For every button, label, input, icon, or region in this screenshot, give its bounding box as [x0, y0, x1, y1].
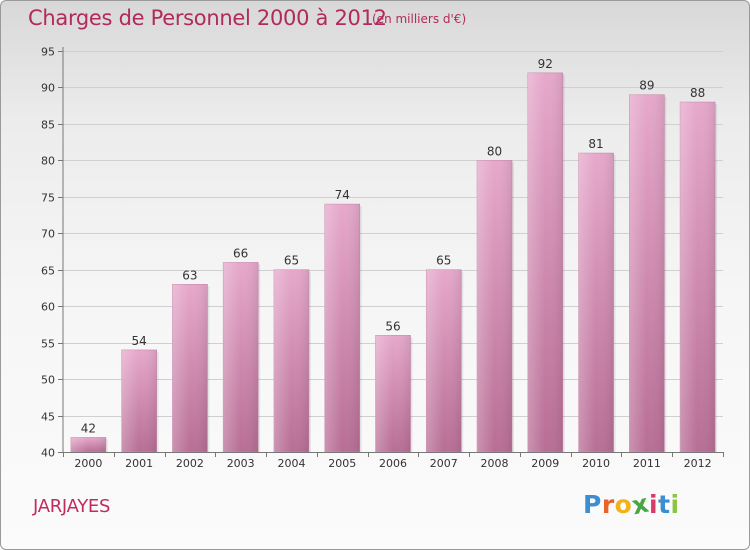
logo-letter: o: [614, 490, 633, 519]
x-tick-label: 2010: [582, 457, 610, 470]
x-tick-label: 2003: [227, 457, 255, 470]
y-axis: 40 45 50 55 60 65 70 75 80 85 90 95: [41, 46, 64, 460]
y-tick-label: 60: [41, 301, 55, 314]
bar-highlight: [273, 269, 309, 452]
bar-highlight: [70, 437, 106, 452]
y-tick-label: 50: [41, 374, 55, 387]
bars: 42 54 63 66 65 74 56 65 80 92 81 89 88: [70, 57, 718, 453]
x-tick-label: 2012: [684, 457, 712, 470]
x-tick-label: 2009: [531, 457, 559, 470]
bar-value-label: 54: [132, 334, 147, 348]
bar-value-label: 63: [182, 268, 197, 282]
y-tick-label: 70: [41, 228, 55, 241]
bar-value-label: 81: [588, 137, 603, 151]
bar-highlight: [629, 94, 665, 452]
y-tick-label: 95: [41, 46, 55, 59]
y-tick-label: 90: [41, 82, 55, 95]
bar-value-label: 42: [81, 421, 96, 435]
bar-highlight: [680, 102, 716, 452]
y-tick-label: 55: [41, 338, 55, 351]
logo-letter: t: [658, 490, 671, 519]
x-tick-label: 2011: [633, 457, 661, 470]
x-tick-label: 2000: [74, 457, 102, 470]
y-tick-label: 65: [41, 265, 55, 278]
logo-letter: i: [649, 490, 659, 519]
bar-value-label: 66: [233, 246, 248, 260]
y-tick-label: 45: [41, 411, 55, 424]
bar-value-label: 65: [284, 254, 299, 268]
bar-highlight: [375, 335, 411, 452]
x-tick-label: 2001: [125, 457, 153, 470]
bar-highlight: [578, 153, 614, 452]
city-name: JARJAYES: [33, 496, 111, 517]
bar-highlight: [527, 72, 563, 452]
logo-letter: P: [583, 490, 602, 519]
x-axis: 2000 2001 2002 2003 2004 2005 2006 2007 2008 2009…: [63, 452, 724, 470]
logo-letter: r: [601, 490, 615, 519]
logo-letter: i: [670, 490, 680, 519]
bar-value-label: 65: [436, 254, 451, 268]
x-tick-label: 2002: [176, 457, 204, 470]
proxiti-logo[interactable]: Proxiti: [583, 489, 680, 521]
y-tick-label: 80: [41, 155, 55, 168]
bar-value-label: 92: [538, 57, 553, 71]
y-tick-label: 85: [41, 119, 55, 132]
y-tick-label: 75: [41, 192, 55, 205]
bar-value-label: 80: [487, 144, 502, 158]
bar-value-label: 56: [385, 319, 400, 333]
x-tick-label: 2005: [328, 457, 356, 470]
chart-title: Charges de Personnel 2000 à 2012: [28, 6, 387, 30]
chart-subtitle: (en milliers d'€): [372, 12, 467, 26]
x-tick-label: 2004: [277, 457, 305, 470]
y-tick-label: 40: [41, 447, 55, 460]
bar-highlight: [223, 262, 259, 452]
bar-highlight: [324, 204, 360, 452]
bar-highlight: [121, 349, 157, 452]
bar-value-label: 89: [639, 79, 654, 93]
bar-value-label: 88: [690, 86, 705, 100]
bar-value-label: 74: [335, 188, 350, 202]
x-tick-label: 2007: [430, 457, 458, 470]
x-tick-label: 2006: [379, 457, 407, 470]
x-tick-label: 2008: [481, 457, 509, 470]
bar-highlight: [477, 160, 513, 452]
bar-highlight: [172, 284, 208, 452]
bar-highlight: [426, 269, 462, 452]
